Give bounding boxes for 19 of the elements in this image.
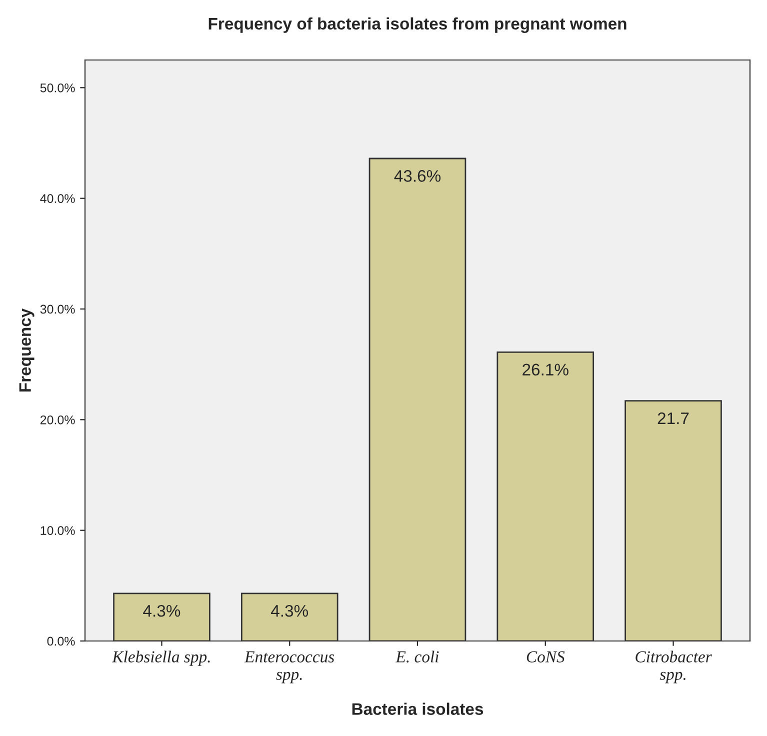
x-axis-title: Bacteria isolates <box>352 702 484 715</box>
x-tick-label: CoNS <box>526 651 565 662</box>
x-tick-label: Klebsiella spp. <box>112 650 210 666</box>
y-tick-label: 40.0% <box>40 194 75 203</box>
x-tick-label: E. coli <box>396 650 439 663</box>
data-label: 4.3% <box>143 604 180 617</box>
x-tick-label: Enterococcus spp. <box>244 651 334 684</box>
y-tick-label: 30.0% <box>40 304 75 314</box>
data-label: 21.7 <box>658 412 689 424</box>
y-tick-label: 0.0% <box>47 636 75 646</box>
y-tick-label: 50.0% <box>40 83 75 92</box>
data-label: 26.1% <box>522 364 568 376</box>
chart-title: Frequency of bacteria isolates from pregnant women <box>208 17 626 33</box>
x-tick-label: Citrobacter spp. <box>636 650 712 684</box>
y-axis-title: Frequency <box>19 308 34 392</box>
data-label: 4.3% <box>271 604 308 617</box>
y-tick-label: 10.0% <box>40 526 75 535</box>
data-label: 43.6% <box>394 170 441 182</box>
y-tick-label: 20.0% <box>40 415 75 424</box>
